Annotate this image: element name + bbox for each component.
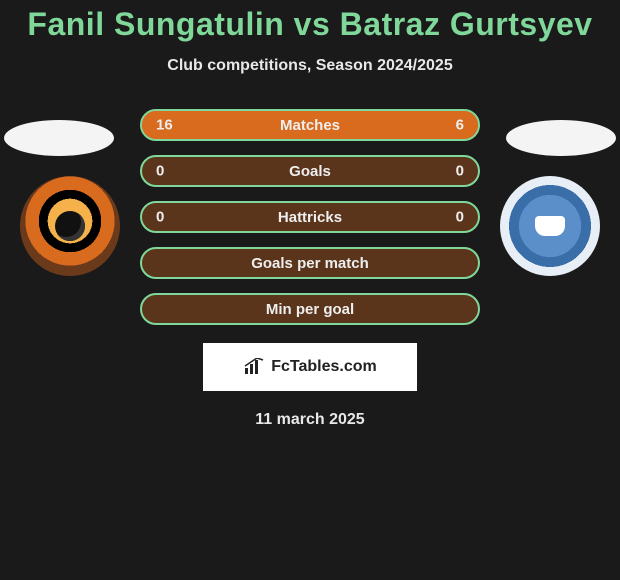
stat-value-right: 0: [456, 163, 464, 180]
stat-bar: Goals per match: [140, 247, 480, 279]
stat-fill-right: [387, 111, 478, 139]
stat-bar: 16 6 Matches: [140, 109, 480, 141]
stat-label: Hattricks: [278, 209, 342, 226]
brand-text: FcTables.com: [271, 358, 377, 376]
stats-list: 16 6 Matches 0 0 Goals 0 0 Hattricks Goals per ma…: [140, 109, 480, 325]
page-title: Fanil Sungatulin vs Batraz Gurtsyev: [0, 6, 620, 43]
stat-bar: 0 0 Goals: [140, 155, 480, 187]
comparison-card: Fanil Sungatulin vs Batraz Gurtsyev Club…: [0, 0, 620, 580]
brand-box[interactable]: FcTables.com: [203, 343, 417, 391]
stat-label: Min per goal: [266, 301, 354, 318]
stat-value-left: 16: [156, 117, 173, 134]
stat-fill-left: [142, 111, 387, 139]
player-photo-left: [4, 120, 114, 156]
stat-value-right: 6: [456, 117, 464, 134]
stat-label: Goals per match: [251, 255, 369, 272]
stat-value-left: 0: [156, 209, 164, 226]
stat-bar: Min per goal: [140, 293, 480, 325]
stat-label: Matches: [280, 117, 340, 134]
stat-value-left: 0: [156, 163, 164, 180]
club-badge-right: [500, 176, 600, 276]
subtitle: Club competitions, Season 2024/2025: [0, 57, 620, 75]
chart-icon: [243, 358, 265, 376]
club-badge-left: [20, 176, 120, 276]
date-label: 11 march 2025: [0, 411, 620, 429]
stat-label: Goals: [289, 163, 331, 180]
player-photo-right: [506, 120, 616, 156]
stat-bar: 0 0 Hattricks: [140, 201, 480, 233]
stat-value-right: 0: [456, 209, 464, 226]
